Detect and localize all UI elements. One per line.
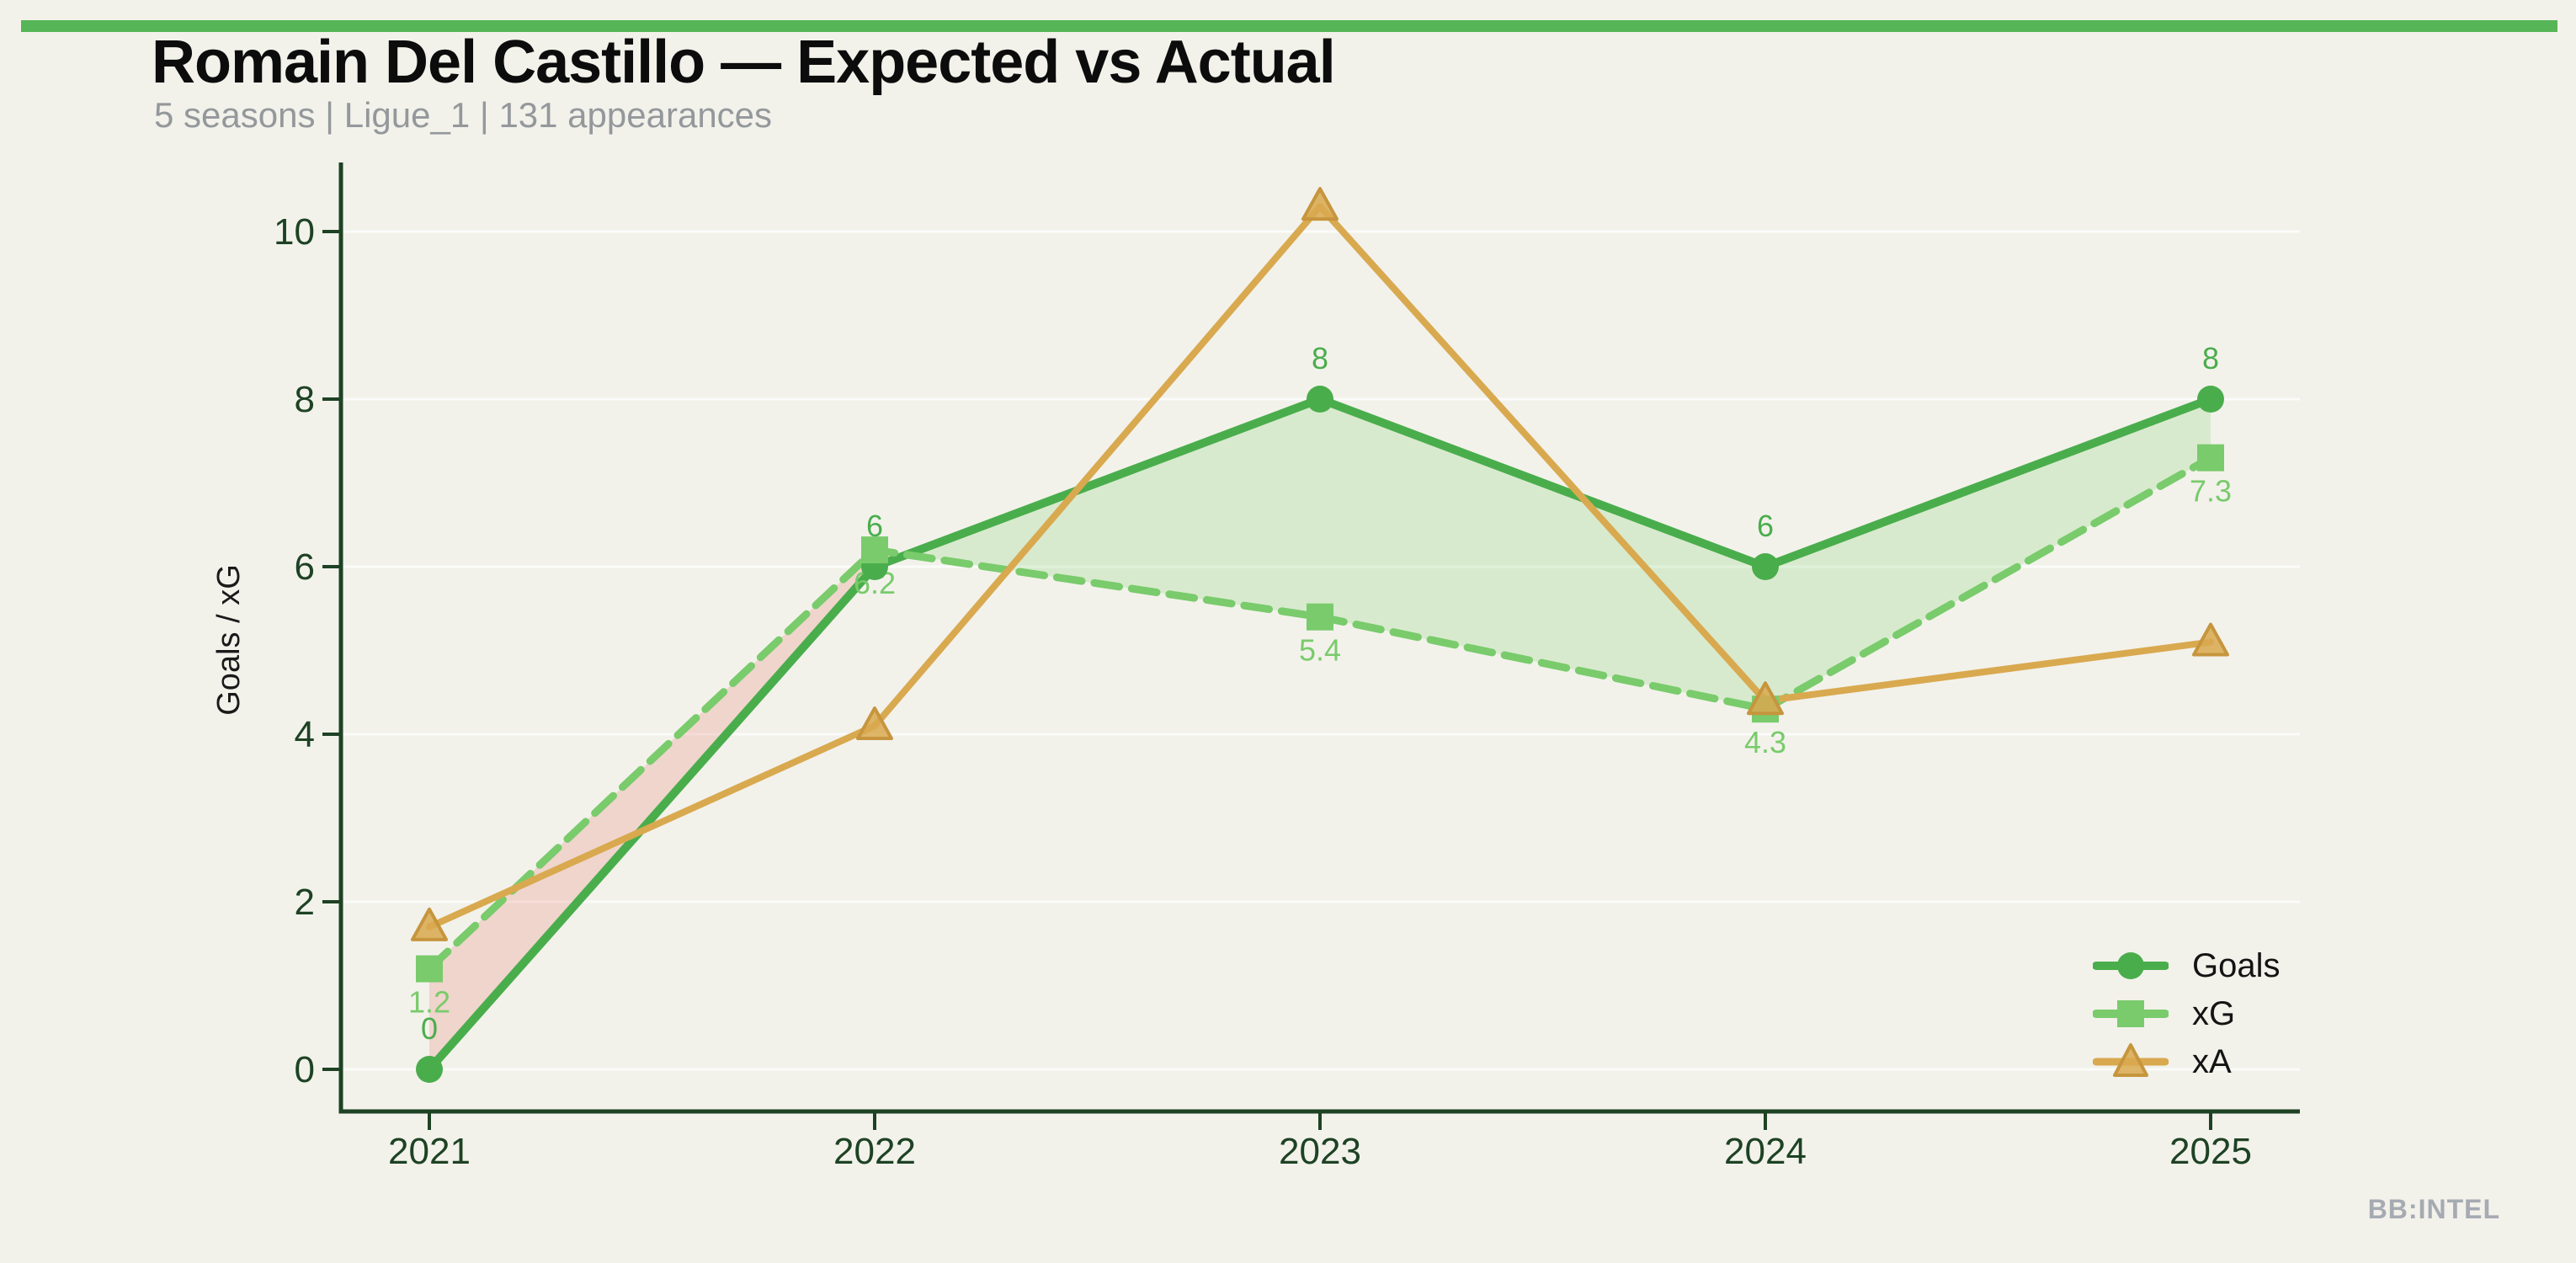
xg-point-2023 [1307,603,1333,631]
y-tick-label: 10 [274,211,315,253]
goals-value-label: 0 [421,1011,438,1046]
xa-point-2023 [1301,187,1339,221]
legend-item-xg: xG [2093,994,2281,1033]
goals-value-label: 8 [2202,341,2219,376]
goals-value-label: 6 [1757,509,1774,543]
goals-value-label: 6 [866,509,883,543]
goals-legend-marker [2093,952,2169,979]
goals-point-2023 [1307,386,1333,413]
legend-item-xa: xA [2093,1042,2281,1081]
x-tick-label: 2023 [1279,1131,1361,1172]
xg-point-2021 [416,955,443,983]
legend-label-xa: xA [2192,1043,2232,1080]
axes-spines [338,163,2300,1114]
fill-between-segment [1765,399,2211,710]
xa-point-2024 [1747,681,1784,716]
x-tick-label: 2025 [2169,1131,2252,1172]
legend-label-xg: xG [2192,995,2236,1032]
accent-bar [21,20,2557,32]
xg-point-2025 [2197,444,2224,472]
y-tick-label: 8 [295,379,315,420]
xg-value-label: 5.4 [1299,633,1341,668]
xa-point-2025 [2192,622,2229,657]
goals-value-label: 8 [1312,341,1328,376]
y-tick-label: 2 [295,882,315,923]
xa-point-2021 [411,907,448,941]
y-tick-label: 6 [295,546,315,588]
y-tick-label: 0 [295,1049,315,1090]
fill-between-segment [1320,399,1765,710]
xg-value-label: 1.2 [408,985,450,1020]
xa-legend-marker [2093,1043,2169,1077]
chart-subtitle: 5 seasons | Ligue_1 | 131 appearances [154,95,773,135]
y-tick-label: 4 [295,714,315,755]
xg-legend-marker [2093,1000,2169,1027]
xa-point-2022 [856,706,893,741]
xg-value-label: 7.3 [2190,474,2232,509]
xg-value-label: 4.3 [1744,725,1786,759]
goals-point-2021 [416,1056,443,1083]
legend: Goals xG xA [2093,946,2281,1081]
x-tick-label: 2024 [1724,1131,1807,1172]
goals-point-2024 [1752,553,1779,580]
legend-item-goals: Goals [2093,946,2281,985]
goals-point-2025 [2197,386,2224,413]
legend-label-goals: Goals [2192,947,2281,984]
chart-title: Romain Del Castillo — Expected vs Actual [152,29,1336,96]
xg-point-2022 [861,536,888,564]
watermark-logo: BB:INTEL [2367,1194,2500,1224]
y-axis-title: Goals / xG [211,564,247,716]
x-tick-label: 2022 [833,1131,916,1172]
x-tick-label: 2021 [388,1131,471,1172]
fill-between-segment [906,399,1320,617]
